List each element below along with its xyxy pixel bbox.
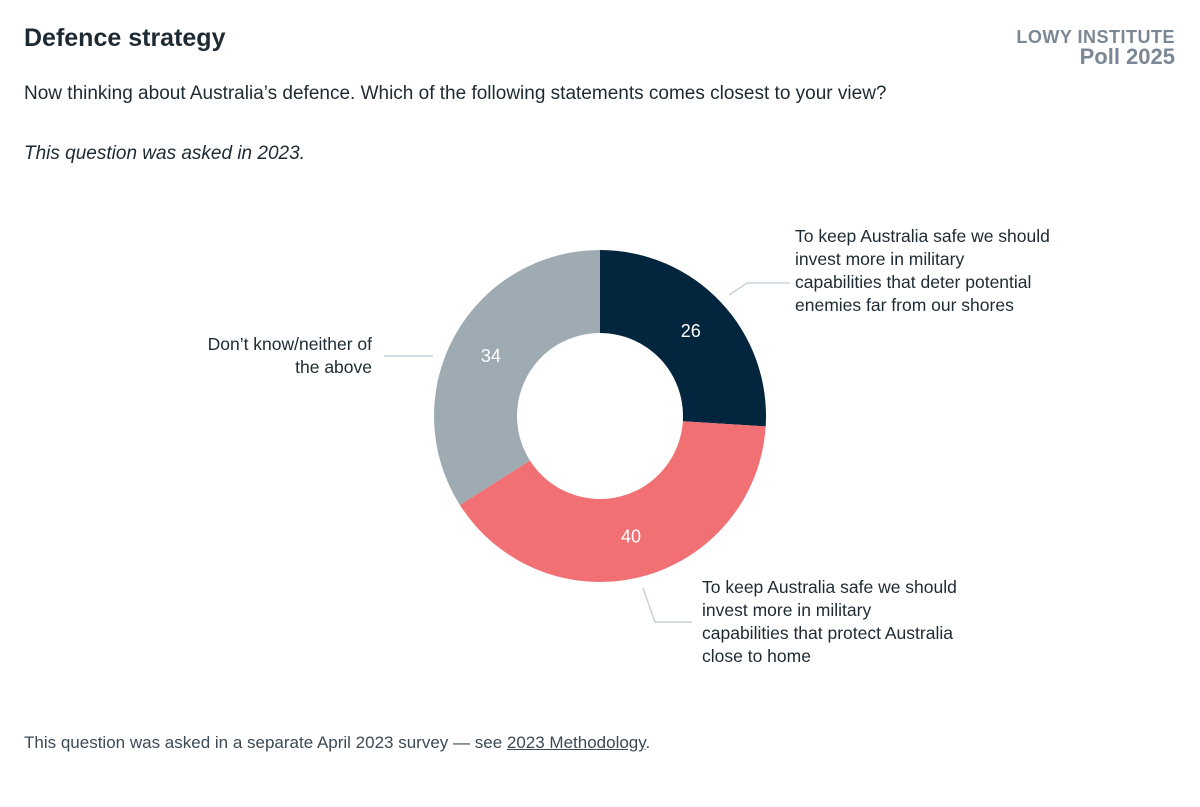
chart-subtitle: Now thinking about Australia’s defence. … xyxy=(24,83,887,104)
footer-end: . xyxy=(645,733,651,752)
chart-title: Defence strategy xyxy=(24,24,226,52)
brand-logo: LOWY INSTITUTE Poll 2025 xyxy=(1016,28,1175,68)
slice-0 xyxy=(600,250,766,427)
chart-note: This question was asked in 2023. xyxy=(24,143,305,164)
slice-value-0: 26 xyxy=(681,321,701,341)
footer-text: This question was asked in a separate Ap… xyxy=(24,733,507,752)
leader-line-0 xyxy=(728,282,790,296)
slice-label-1: To keep Australia safe we should invest … xyxy=(702,577,957,666)
brand-name: LOWY INSTITUTE xyxy=(1016,27,1175,47)
slice-1 xyxy=(459,421,766,582)
methodology-link[interactable]: 2023 Methodology xyxy=(506,733,646,752)
slice-2 xyxy=(434,250,600,505)
leader-line-1 xyxy=(642,587,692,623)
slice-label-0: To keep Australia safe we should invest … xyxy=(795,226,1050,315)
slice-label-2: Don’t know/neither of the above xyxy=(207,334,372,377)
slice-value-1: 40 xyxy=(621,527,641,547)
slice-value-2: 34 xyxy=(481,346,501,366)
brand-poll: Poll 2025 xyxy=(1079,44,1175,69)
footer-note: This question was asked in a separate Ap… xyxy=(24,733,650,753)
